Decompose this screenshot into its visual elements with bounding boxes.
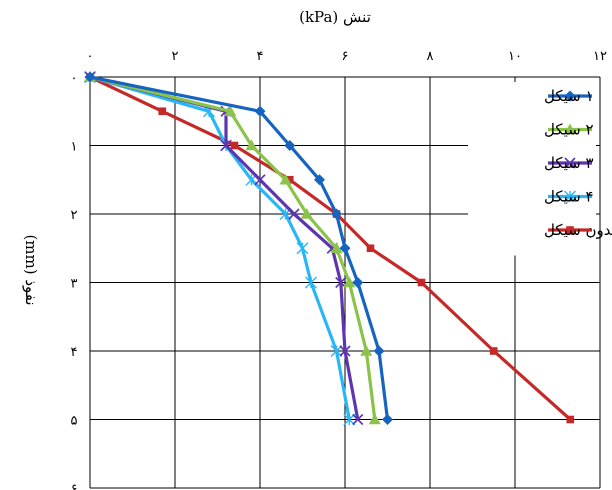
data-point — [360, 345, 373, 356]
legend-item: ۴ سیکل — [544, 188, 594, 206]
data-point — [224, 105, 237, 117]
series-line — [89, 75, 351, 420]
legend-label: ۲ سیکل — [544, 121, 594, 139]
x-tick-label: ۸ — [427, 49, 434, 64]
data-point — [489, 347, 498, 355]
legend-label: ۳ سیکل — [544, 154, 594, 172]
data-point — [330, 345, 343, 357]
legend-swatch-marker — [564, 190, 576, 203]
x-axis-title: تنش (kPa) — [299, 8, 371, 26]
series-1 — [84, 71, 393, 425]
x-tick-label: ۲ — [172, 49, 179, 64]
data-point — [330, 242, 343, 254]
y-tick-label: ۰ — [71, 71, 78, 86]
data-point — [220, 139, 232, 152]
data-point — [300, 208, 313, 219]
data-point — [366, 244, 375, 253]
data-point — [382, 414, 393, 425]
series-line — [89, 75, 360, 420]
data-point — [284, 140, 296, 151]
y-tick-label: ۵ — [71, 414, 78, 429]
data-point — [305, 276, 317, 289]
y-tick-label: ۴ — [71, 345, 78, 360]
legend-item: ۳ سیکل — [544, 154, 594, 172]
data-point — [254, 105, 266, 117]
legend-label: ۱ سیکل — [544, 87, 594, 105]
y-tick-label: ۶ — [71, 482, 78, 490]
legend-swatch-marker — [564, 157, 576, 169]
data-point — [314, 174, 325, 186]
y-axis-title: نفوذ (mm) — [22, 234, 40, 305]
data-point — [373, 345, 385, 357]
data-point — [352, 413, 364, 426]
data-point — [296, 242, 309, 255]
data-point — [288, 208, 300, 220]
data-point — [245, 139, 258, 151]
x-tick-labels: ۰ ۲ ۴ ۶ ۸ ۱۰ ۱۲ — [87, 49, 607, 64]
data-point — [352, 277, 364, 288]
legend-item: ۱ سیکل — [544, 87, 594, 105]
series-2 — [84, 71, 381, 425]
x-tick-label: ۱۲ — [593, 49, 607, 64]
x-tick-label: ۴ — [257, 49, 264, 64]
series-3 — [84, 71, 364, 426]
legend-item: ۲ سیکل — [544, 121, 594, 139]
legend-swatch-marker — [566, 226, 574, 234]
data-point — [368, 413, 381, 425]
data-point — [331, 208, 342, 220]
x-tick-label: ۶ — [342, 49, 349, 64]
data-point — [84, 71, 96, 83]
data-point — [339, 345, 351, 357]
data-point — [339, 242, 351, 254]
legend-swatch-marker — [564, 90, 576, 102]
data-point — [566, 415, 575, 424]
x-tick-label: ۱۰ — [508, 49, 522, 64]
data-point — [285, 175, 294, 184]
data-point — [343, 413, 356, 426]
data-point — [417, 278, 426, 287]
legend-label: بدون سیکل — [544, 221, 612, 239]
series-4 — [84, 71, 356, 426]
y-tick-label: ۱ — [71, 140, 78, 155]
legend-swatch-marker — [564, 123, 576, 135]
data-point — [254, 174, 266, 186]
data-point — [158, 107, 167, 116]
y-tick-label: ۲ — [71, 208, 78, 223]
legend: ۱ سیکل ۲ سیکل ۳ سیکل ۴ سیکل بدون سیکل — [468, 82, 612, 256]
legend-item: بدون سیکل — [544, 221, 612, 239]
legend-label: ۴ سیکل — [544, 188, 594, 206]
series-layer — [84, 71, 575, 426]
data-point — [230, 141, 239, 150]
x-tick-label: ۰ — [87, 49, 94, 64]
legend-background — [468, 82, 596, 256]
data-point — [343, 276, 356, 288]
y-tick-labels: ۰ ۱ ۲ ۳ ۴ ۵ ۶ — [71, 71, 78, 490]
y-tick-label: ۳ — [71, 277, 78, 292]
data-point — [279, 173, 292, 185]
